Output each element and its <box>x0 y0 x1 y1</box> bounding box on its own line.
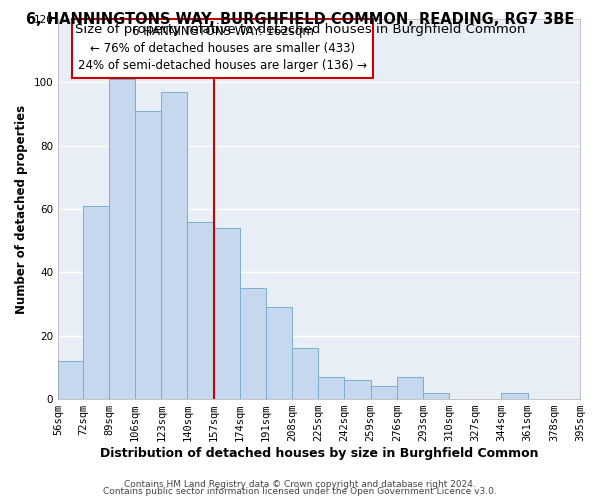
Text: Contains HM Land Registry data © Crown copyright and database right 2024.: Contains HM Land Registry data © Crown c… <box>124 480 476 489</box>
Bar <box>58 361 83 399</box>
Bar <box>135 111 161 399</box>
Bar <box>109 79 135 399</box>
Bar <box>266 307 292 399</box>
Text: Size of property relative to detached houses in Burghfield Common: Size of property relative to detached ho… <box>75 22 525 36</box>
Bar <box>371 386 397 399</box>
Bar <box>161 92 187 399</box>
Bar <box>214 228 240 399</box>
Bar <box>292 348 319 399</box>
Bar <box>240 288 266 399</box>
Bar <box>502 392 527 399</box>
Text: 6 HANNINGTONS WAY: 162sqm
← 76% of detached houses are smaller (433)
24% of semi: 6 HANNINGTONS WAY: 162sqm ← 76% of detac… <box>78 24 367 72</box>
Bar <box>344 380 371 399</box>
Bar <box>187 222 214 399</box>
Text: Contains public sector information licensed under the Open Government Licence v3: Contains public sector information licen… <box>103 487 497 496</box>
Bar <box>397 377 423 399</box>
X-axis label: Distribution of detached houses by size in Burghfield Common: Distribution of detached houses by size … <box>100 447 538 460</box>
Bar <box>83 206 109 399</box>
Bar <box>423 392 449 399</box>
Text: 6, HANNINGTONS WAY, BURGHFIELD COMMON, READING, RG7 3BE: 6, HANNINGTONS WAY, BURGHFIELD COMMON, R… <box>26 12 574 28</box>
Y-axis label: Number of detached properties: Number of detached properties <box>15 104 28 314</box>
Bar <box>319 377 344 399</box>
